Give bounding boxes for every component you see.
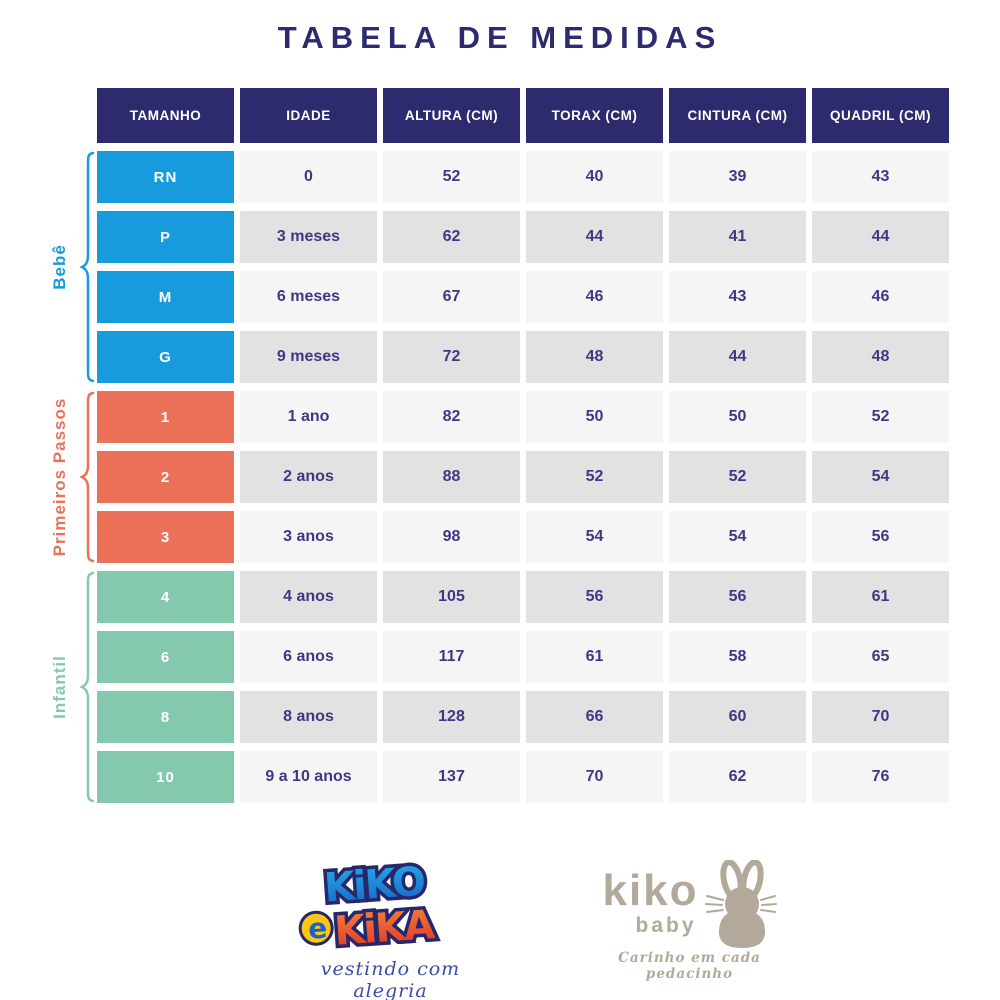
page-title: TABELA DE MEDIDAS	[277, 20, 723, 55]
group-label-primeiros-passos: Primeiros Passos	[50, 397, 69, 557]
cintura-cell: 41	[669, 211, 806, 263]
size-cell: M	[97, 271, 234, 323]
column-header-5: QUADRIL (CM)	[812, 88, 949, 143]
column-header-3: TORAX (CM)	[526, 88, 663, 143]
column-header-4: CINTURA (CM)	[669, 88, 806, 143]
column-header-1: IDADE	[240, 88, 377, 143]
quadril-cell: 43	[812, 151, 949, 203]
column-header-0: TAMANHO	[97, 88, 234, 143]
idade-cell: 9 meses	[240, 331, 377, 383]
torax-cell: 66	[526, 691, 663, 743]
quadril-cell: 52	[812, 391, 949, 443]
quadril-cell: 65	[812, 631, 949, 683]
quadril-cell: 46	[812, 271, 949, 323]
size-cell: 8	[97, 691, 234, 743]
svg-text:KiKO: KiKO	[322, 859, 425, 912]
column-header-2: ALTURA (CM)	[383, 88, 520, 143]
brace-bebe-icon	[79, 151, 95, 383]
quadril-cell: 76	[812, 751, 949, 803]
cintura-cell: 44	[669, 331, 806, 383]
torax-cell: 50	[526, 391, 663, 443]
quadril-cell: 56	[812, 511, 949, 563]
torax-cell: 70	[526, 751, 663, 803]
torax-cell: 46	[526, 271, 663, 323]
cintura-cell: 52	[669, 451, 806, 503]
size-cell: RN	[97, 151, 234, 203]
kiko-e-kika-tagline: vestindo com alegria	[320, 958, 461, 1000]
idade-cell: 0	[240, 151, 377, 203]
size-cell: 2	[97, 451, 234, 503]
bunny-icon	[704, 860, 777, 948]
brace-primeiros-passos-icon	[79, 391, 95, 563]
cintura-cell: 50	[669, 391, 806, 443]
idade-cell: 3 anos	[240, 511, 377, 563]
size-cell: P	[97, 211, 234, 263]
kiko-baby-name: kiko	[602, 865, 699, 915]
quadril-cell: 44	[812, 211, 949, 263]
kiko-e-kika-logo: KiKO e KiKA vestindo com alegria	[283, 853, 498, 1000]
altura-cell: 137	[383, 751, 520, 803]
altura-cell: 52	[383, 151, 520, 203]
kiko-baby-tagline: Carinho em cada pedacinho	[618, 950, 761, 982]
torax-cell: 54	[526, 511, 663, 563]
idade-cell: 2 anos	[240, 451, 377, 503]
idade-cell: 3 meses	[240, 211, 377, 263]
quadril-cell: 54	[812, 451, 949, 503]
kiko-baby-logo: kiko baby	[572, 860, 807, 982]
kiko-baby-sub: baby	[635, 914, 697, 937]
size-cell: 4	[97, 571, 234, 623]
altura-cell: 82	[383, 391, 520, 443]
torax-cell: 61	[526, 631, 663, 683]
quadril-cell: 48	[812, 331, 949, 383]
svg-text:e: e	[307, 912, 328, 946]
group-label-bebe: Bebê	[50, 244, 69, 290]
size-cell: 10	[97, 751, 234, 803]
altura-cell: 72	[383, 331, 520, 383]
cintura-cell: 54	[669, 511, 806, 563]
altura-cell: 98	[383, 511, 520, 563]
torax-cell: 44	[526, 211, 663, 263]
torax-cell: 40	[526, 151, 663, 203]
cintura-cell: 60	[669, 691, 806, 743]
size-cell: G	[97, 331, 234, 383]
cintura-cell: 62	[669, 751, 806, 803]
torax-cell: 52	[526, 451, 663, 503]
svg-text:KiKA: KiKA	[332, 902, 436, 949]
cintura-cell: 39	[669, 151, 806, 203]
altura-cell: 88	[383, 451, 520, 503]
size-cell: 1	[97, 391, 234, 443]
torax-cell: 56	[526, 571, 663, 623]
brace-infantil-icon	[79, 571, 95, 803]
idade-cell: 6 anos	[240, 631, 377, 683]
group-label-infantil: Infantil	[50, 655, 69, 719]
altura-cell: 67	[383, 271, 520, 323]
idade-cell: 1 ano	[240, 391, 377, 443]
idade-cell: 9 a 10 anos	[240, 751, 377, 803]
idade-cell: 6 meses	[240, 271, 377, 323]
idade-cell: 4 anos	[240, 571, 377, 623]
torax-cell: 48	[526, 331, 663, 383]
cintura-cell: 56	[669, 571, 806, 623]
cintura-cell: 58	[669, 631, 806, 683]
altura-cell: 105	[383, 571, 520, 623]
altura-cell: 128	[383, 691, 520, 743]
altura-cell: 62	[383, 211, 520, 263]
cintura-cell: 43	[669, 271, 806, 323]
size-cell: 3	[97, 511, 234, 563]
quadril-cell: 70	[812, 691, 949, 743]
quadril-cell: 61	[812, 571, 949, 623]
altura-cell: 117	[383, 631, 520, 683]
size-cell: 6	[97, 631, 234, 683]
idade-cell: 8 anos	[240, 691, 377, 743]
kiko-e-kika-wordmark-icon: KiKO e KiKA	[298, 855, 440, 958]
measure-table: TAMANHO IDADE ALTURA (CM) TORAX (CM) CINTURA…	[97, 88, 949, 803]
